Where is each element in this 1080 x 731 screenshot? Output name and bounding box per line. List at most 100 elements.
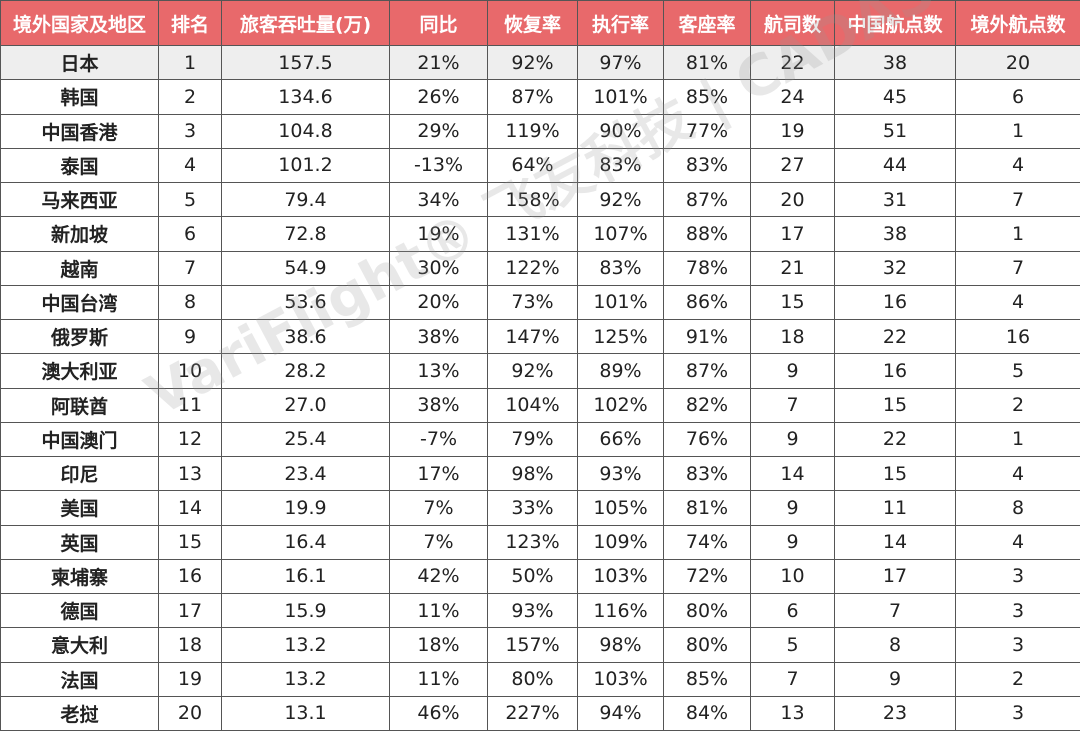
table-cell: 3 (955, 592, 1080, 629)
table-cell: 122% (487, 250, 578, 286)
table-cell: 16.1 (221, 558, 390, 595)
table-cell: 马来西亚 (0, 181, 159, 218)
table-cell: 84% (663, 695, 751, 731)
table-cell: 7 (955, 181, 1080, 218)
table-cell: 柬埔寨 (0, 558, 159, 595)
table-cell: 80% (663, 627, 751, 663)
table-cell: 79% (487, 421, 578, 458)
table-cell: 109% (577, 524, 664, 560)
table-cell: 韩国 (0, 79, 159, 115)
table-cell: 8 (158, 284, 222, 321)
table-cell: 13.2 (221, 661, 390, 697)
table-cell: 42% (389, 558, 488, 595)
table-row: 意大利 18 13.2 18% 157% 98% 80% 5 8 3 (0, 627, 1080, 663)
table-cell: 16 (834, 353, 956, 389)
table-cell: 1 (158, 44, 222, 81)
table-cell: 91% (663, 318, 751, 355)
table-cell: 7% (389, 524, 488, 560)
table-cell: 33% (487, 490, 578, 526)
table-cell: 227% (487, 695, 578, 731)
table-cell: 5 (750, 627, 835, 663)
table-cell: 23.4 (221, 455, 390, 492)
table-cell: 101.2 (221, 147, 390, 184)
table-cell: 日本 (0, 44, 159, 81)
table-cell: 102% (577, 387, 664, 423)
table-cell: 31 (834, 181, 956, 218)
table-cell: 8 (834, 627, 956, 663)
table-cell: 7 (750, 661, 835, 697)
table-cell: 15.9 (221, 592, 390, 629)
table-cell: 4 (158, 147, 222, 184)
table-cell: 97% (577, 44, 664, 81)
table-cell: 1 (955, 216, 1080, 252)
table-cell: 34% (389, 181, 488, 218)
table-cell: 中国澳门 (0, 421, 159, 458)
table-cell: 81% (663, 490, 751, 526)
table-cell: 20% (389, 284, 488, 321)
table-cell: 25.4 (221, 421, 390, 458)
header-cell: 客座率 (663, 0, 751, 46)
table-cell: 77% (663, 113, 751, 149)
table-cell: 103% (577, 661, 664, 697)
table-cell: 38% (389, 318, 488, 355)
table-cell: 125% (577, 318, 664, 355)
header-cell: 旅客吞吐量(万) (221, 0, 390, 46)
table-cell: 中国台湾 (0, 284, 159, 321)
table-cell: 123% (487, 524, 578, 560)
table-cell: 29% (389, 113, 488, 149)
table-cell: 4 (955, 284, 1080, 321)
table-cell: 38 (834, 216, 956, 252)
header-cell: 境外国家及地区 (0, 0, 159, 46)
table-cell: 3 (158, 113, 222, 149)
table-cell: 16 (158, 558, 222, 595)
table-cell: 93% (487, 592, 578, 629)
table-cell: 15 (750, 284, 835, 321)
table-cell: 28.2 (221, 353, 390, 389)
table-cell: 54.9 (221, 250, 390, 286)
table-cell: 80% (487, 661, 578, 697)
table-cell: 5 (158, 181, 222, 218)
table-cell: 66% (577, 421, 664, 458)
table-cell: 16.4 (221, 524, 390, 560)
table-cell: 18 (750, 318, 835, 355)
table-cell: 14 (158, 490, 222, 526)
table-cell: 14 (750, 455, 835, 492)
table-cell: 105% (577, 490, 664, 526)
table-cell: 51 (834, 113, 956, 149)
table-cell: 76% (663, 421, 751, 458)
table-cell: 38% (389, 387, 488, 423)
table-cell: 38 (834, 44, 956, 81)
table-cell: 92% (487, 353, 578, 389)
table-cell: 俄罗斯 (0, 318, 159, 355)
table-cell: 53.6 (221, 284, 390, 321)
table-cell: 46% (389, 695, 488, 731)
table-cell: 45 (834, 79, 956, 115)
table-cell: 6 (158, 216, 222, 252)
table-cell: 3 (955, 695, 1080, 731)
table-cell: 74% (663, 524, 751, 560)
table-cell: 18 (158, 627, 222, 663)
table-cell: 11 (158, 387, 222, 423)
table-row: 美国 14 19.9 7% 33% 105% 81% 9 11 8 (0, 490, 1080, 526)
table-cell: 98% (487, 455, 578, 492)
table-cell: 老挝 (0, 695, 159, 731)
table-cell: 27 (750, 147, 835, 184)
table-cell: 11% (389, 592, 488, 629)
table-cell: 85% (663, 661, 751, 697)
table-cell: 阿联酋 (0, 387, 159, 423)
table-cell: 意大利 (0, 627, 159, 663)
table-cell: 19 (158, 661, 222, 697)
table-cell: 26% (389, 79, 488, 115)
table-cell: 19% (389, 216, 488, 252)
table-row: 法国 19 13.2 11% 80% 103% 85% 7 9 2 (0, 661, 1080, 697)
table-cell: 14 (834, 524, 956, 560)
table-row: 中国香港 3 104.8 29% 119% 90% 77% 19 51 1 (0, 113, 1080, 149)
table-cell: 1 (955, 421, 1080, 458)
table-cell: 4 (955, 455, 1080, 492)
table-cell: 104% (487, 387, 578, 423)
table-cell: 15 (834, 387, 956, 423)
table-cell: 83% (577, 250, 664, 286)
table-cell: 73% (487, 284, 578, 321)
table-cell: 6 (750, 592, 835, 629)
